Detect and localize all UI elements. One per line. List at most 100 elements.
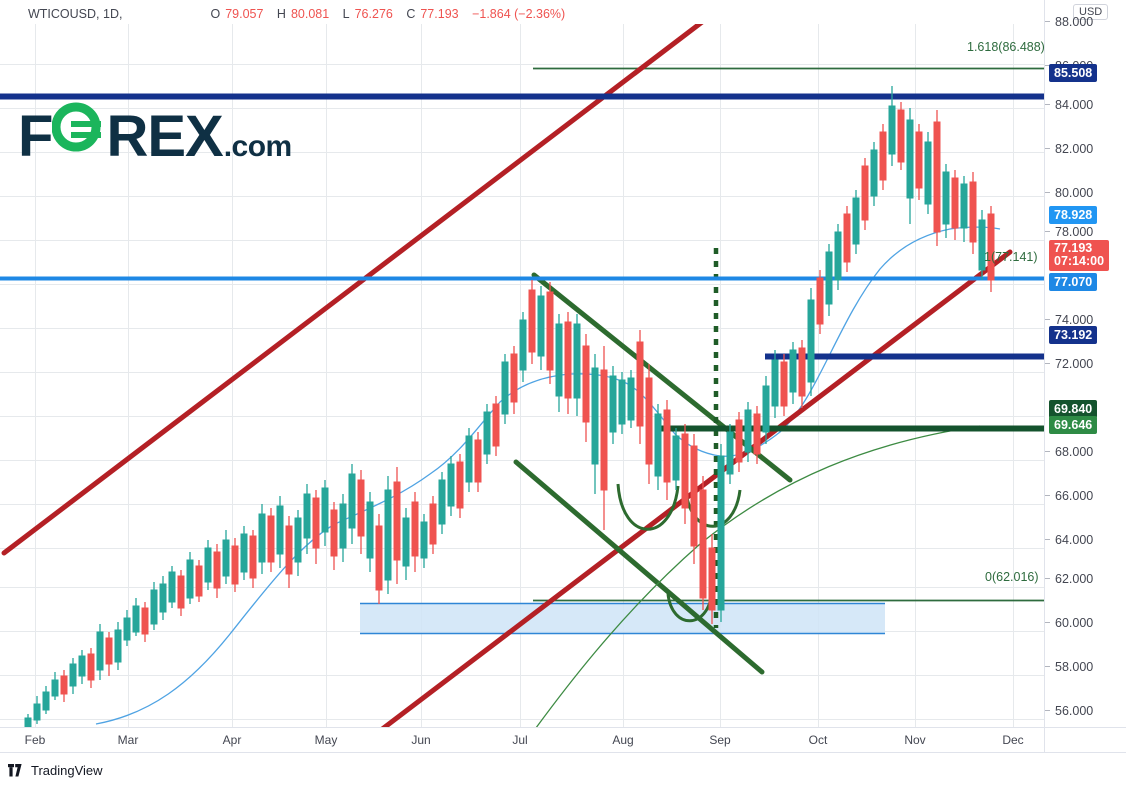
- candle: [600, 346, 608, 530]
- candle: [915, 124, 923, 200]
- candle: [159, 576, 167, 620]
- time-tick-label: Oct: [808, 733, 828, 747]
- candle: [267, 508, 275, 572]
- time-tick-label: Dec: [1002, 733, 1024, 747]
- candle: [609, 366, 617, 444]
- candle: [753, 406, 761, 464]
- price-marker-countdown: 07:14:00: [1054, 254, 1105, 268]
- candle: [843, 206, 851, 272]
- candle: [906, 108, 914, 224]
- tick-dash: [1045, 65, 1050, 66]
- price-tick: 88.000: [1045, 16, 1093, 29]
- candle: [978, 210, 986, 280]
- time-tick-label: Jun: [411, 733, 431, 747]
- price-marker-value: 78.928: [1054, 208, 1093, 222]
- candle: [357, 470, 365, 554]
- candle: [879, 124, 887, 190]
- price-tick-label: 80.000: [1055, 186, 1094, 200]
- tradingview-logo: TradingView: [8, 763, 103, 778]
- logo-text-rex: REX: [106, 104, 223, 169]
- candlestick-series: [24, 86, 995, 727]
- candle: [375, 514, 383, 604]
- candle: [249, 530, 257, 588]
- candle: [744, 402, 752, 462]
- price-marker-value: 77.070: [1054, 275, 1093, 289]
- tick-dash: [1045, 578, 1050, 579]
- high-key: H: [276, 7, 286, 21]
- arc-left: [616, 483, 680, 531]
- last-price-77193[interactable]: 77.193 07:14:00: [1049, 240, 1110, 271]
- level-69840[interactable]: 69.840: [1049, 400, 1098, 418]
- tick-dash: [1045, 192, 1050, 193]
- candle: [969, 172, 977, 254]
- logo-euro-icon: [52, 98, 106, 156]
- chart-plot-area[interactable]: 1.618(86.488) 1(77.141) 0(62.016): [0, 24, 1044, 727]
- candle: [681, 424, 689, 524]
- candle: [564, 312, 572, 414]
- tick-dash: [1045, 539, 1050, 540]
- candle: [132, 598, 140, 636]
- open-key: O: [210, 7, 221, 21]
- candle: [150, 582, 158, 630]
- candle: [141, 602, 149, 642]
- price-tick: 60.000: [1045, 616, 1094, 630]
- candle: [42, 686, 50, 714]
- resistance-85508[interactable]: 85.508: [1049, 64, 1098, 82]
- price-tick: 82.000: [1045, 143, 1093, 156]
- candle: [735, 412, 743, 472]
- price-tick-label: 78.000: [1055, 225, 1094, 239]
- candle: [258, 504, 266, 574]
- candle: [420, 514, 428, 568]
- price-axis[interactable]: USD 88.00086.00084.00082.00080.00078.000…: [1044, 0, 1126, 751]
- candle: [285, 516, 293, 588]
- level-69646[interactable]: 69.646: [1049, 416, 1098, 434]
- candle: [762, 376, 770, 444]
- logo-text-dotcom: .com: [223, 130, 293, 163]
- demand-zone[interactable]: [360, 602, 885, 635]
- tick-dash: [1045, 21, 1050, 22]
- candle: [924, 132, 932, 214]
- close-value: 77.193: [420, 7, 459, 21]
- price-tick-label: 68.000: [1055, 445, 1094, 459]
- symbol-label[interactable]: WTICOUSD, 1D,: [28, 7, 123, 21]
- forex-com-logo: F REX .com: [18, 98, 292, 166]
- candle: [582, 334, 590, 442]
- change-value: −1.864 (−2.36%): [472, 7, 566, 21]
- time-tick-label: Mar: [117, 733, 139, 747]
- candle: [699, 476, 707, 610]
- candle: [411, 492, 419, 572]
- time-tick-label: Sep: [709, 733, 731, 747]
- candle: [987, 206, 995, 292]
- support-73192[interactable]: 73.192: [1049, 326, 1098, 344]
- candle: [60, 670, 68, 702]
- price-tick-label: 60.000: [1055, 616, 1094, 630]
- high-value: 80.081: [290, 7, 330, 21]
- price-tick: 74.000: [1045, 314, 1093, 327]
- candle: [897, 102, 905, 170]
- candle: [438, 472, 446, 534]
- candle: [951, 170, 959, 240]
- candle: [663, 400, 671, 500]
- tick-dash: [1045, 451, 1050, 452]
- candle: [861, 158, 869, 230]
- tick-dash: [1045, 622, 1050, 623]
- price-tick: 56.000: [1045, 705, 1093, 718]
- candle: [726, 424, 734, 484]
- time-axis[interactable]: Feb Mar Apr May Jun Jul Aug Sep Oct Nov Dec: [0, 727, 1044, 753]
- trendline-green-lower: [513, 459, 765, 675]
- candle: [177, 570, 185, 616]
- tradingview-label: TradingView: [31, 763, 103, 778]
- ma-77070[interactable]: 77.070: [1049, 273, 1098, 291]
- tick-dash: [1045, 104, 1050, 105]
- candle: [798, 340, 806, 408]
- candle: [339, 494, 347, 562]
- candle: [942, 164, 950, 238]
- open-value: 79.057: [225, 7, 264, 21]
- price-tick-label: 62.000: [1055, 572, 1094, 586]
- ma-78928[interactable]: 78.928: [1049, 206, 1098, 224]
- trendline-green-upper: [531, 272, 793, 483]
- tick-dash: [1045, 495, 1050, 496]
- candle: [231, 538, 239, 592]
- candle: [96, 624, 104, 680]
